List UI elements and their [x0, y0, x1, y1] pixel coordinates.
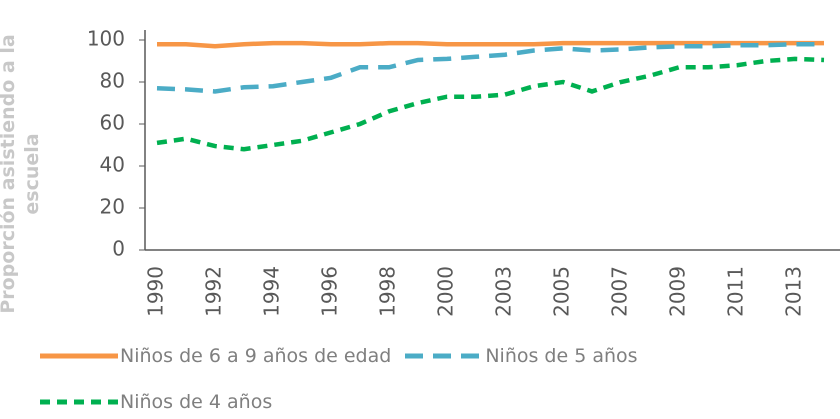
legend-item: Niños de 5 años [405, 340, 638, 372]
series-line [156, 56, 825, 152]
series-line [157, 40, 824, 49]
legend-swatch [405, 353, 484, 359]
y-tick-label: 0 [112, 237, 125, 261]
legend-label: Niños de 5 años [485, 345, 638, 367]
x-tick-label: 1998 [376, 266, 400, 317]
series-line [156, 41, 824, 94]
y-tick-label: 100 [87, 27, 125, 51]
x-tick-label: 1994 [260, 266, 284, 317]
legend-swatch [40, 399, 118, 405]
x-tick-label: 1990 [144, 266, 168, 317]
x-tick-label: 2003 [492, 266, 516, 317]
y-tick-label: 60 [100, 111, 125, 135]
x-tick-label: 1996 [318, 266, 342, 317]
legend-swatch [40, 353, 118, 359]
legend: Niños de 6 a 9 años de edad Niños de 5 añ… [40, 340, 760, 418]
x-tick-label: 2011 [724, 266, 748, 317]
x-tick-label: 2009 [666, 266, 690, 317]
y-axis-title: Proporción asistiendo a la escuela [0, 34, 43, 314]
legend-label: Niños de 4 años [120, 391, 273, 413]
x-tick-label: 2005 [550, 266, 574, 317]
legend-item: Niños de 6 a 9 años de edad [40, 340, 391, 372]
y-tick-label: 40 [100, 153, 125, 177]
legend-item: Niños de 4 años [40, 386, 272, 418]
x-tick-label: 1992 [202, 266, 226, 317]
x-tick-label: 2000 [434, 266, 458, 317]
x-tick-label: 2007 [608, 266, 632, 317]
y-tick-label: 20 [100, 195, 125, 219]
x-tick-label: 2013 [782, 266, 806, 317]
y-tick-label: 80 [100, 69, 125, 93]
chart: 0 20 40 60 80 100 1990 1992 1994 1996 1998 2000 2003… [87, 27, 840, 317]
legend-label: Niños de 6 a 9 años de edad [120, 345, 392, 367]
